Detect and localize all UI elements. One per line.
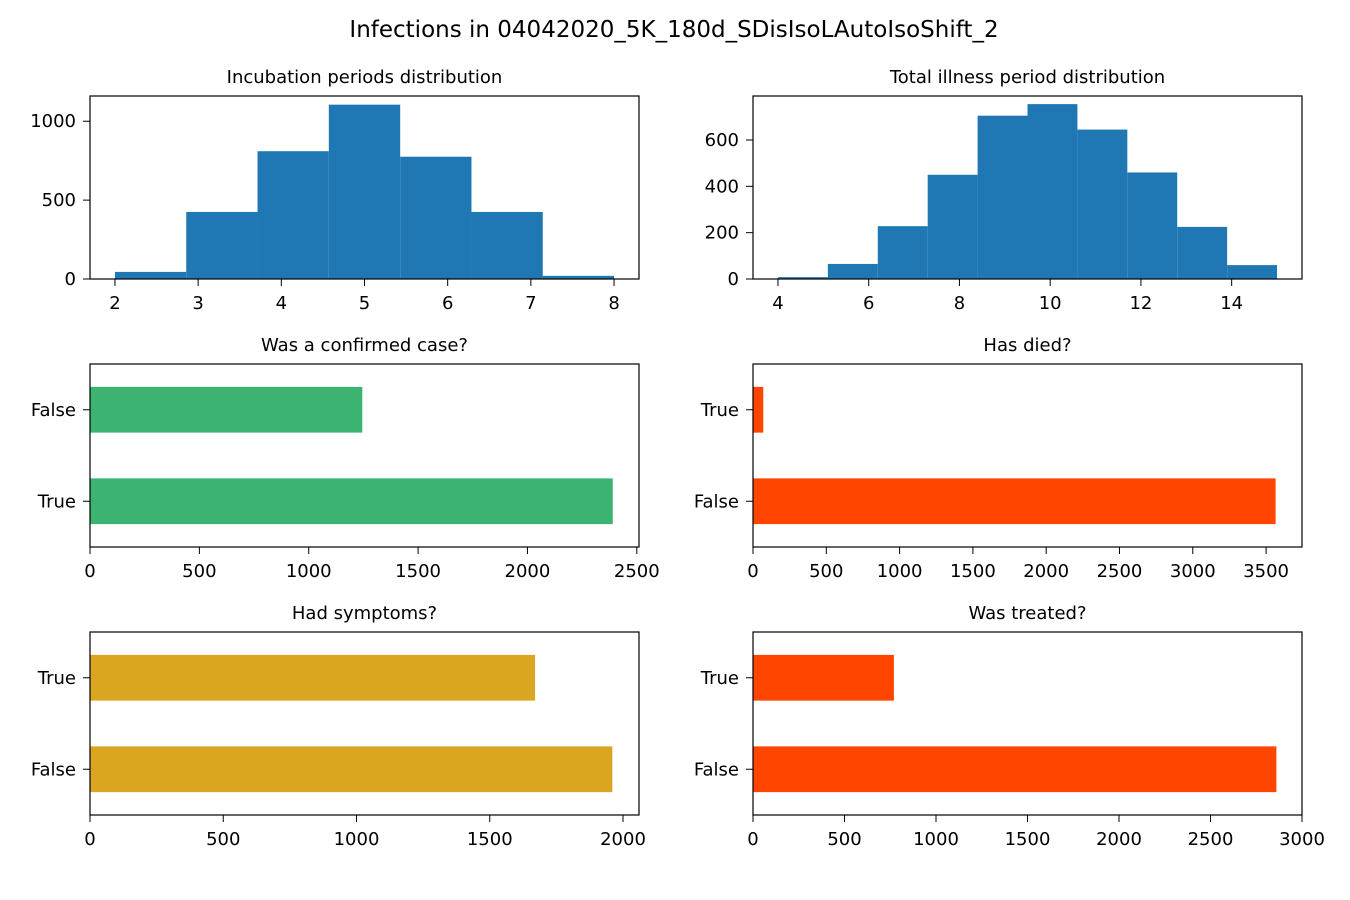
- x-tick-label: 2000: [505, 561, 551, 582]
- x-tick-label: 12: [1129, 293, 1152, 314]
- histogram-bar: [400, 156, 472, 279]
- axes-frame: [89, 363, 640, 548]
- histogram-bar: [1227, 265, 1278, 279]
- x-tick-label: 3000: [1170, 561, 1216, 582]
- category-label: True: [37, 491, 76, 512]
- x-tick-label: 0: [747, 829, 758, 850]
- x-tick-label: 500: [809, 561, 843, 582]
- x-tick-label: 1500: [1005, 829, 1051, 850]
- bar-false: [753, 478, 1276, 525]
- category-label: False: [694, 491, 739, 512]
- x-tick-label: 2000: [1096, 829, 1142, 850]
- axes-frame: [752, 95, 1303, 280]
- x-tick-label: 8: [608, 293, 619, 314]
- bar-false: [90, 386, 363, 433]
- category-label: False: [694, 759, 739, 780]
- x-tick-label: 1500: [395, 561, 441, 582]
- histogram-bar: [1177, 226, 1228, 279]
- x-tick-label: 4: [276, 293, 287, 314]
- axes-frame: [89, 631, 640, 816]
- x-tick-label: 10: [1039, 293, 1062, 314]
- category-label: True: [700, 668, 739, 689]
- bar-true: [753, 386, 764, 433]
- x-tick-label: 2500: [614, 561, 660, 582]
- chart-panel-1: Incubation periods distribution 2 3 4 5 6 7 8 0 5…: [30, 67, 640, 314]
- x-tick-label: 4: [772, 293, 783, 314]
- x-tick-label: 3: [192, 293, 203, 314]
- category-label: True: [37, 668, 76, 689]
- x-tick-label: 14: [1220, 293, 1243, 314]
- bar-true: [753, 654, 894, 701]
- x-tick-label: 6: [442, 293, 453, 314]
- x-tick-label: 2000: [1023, 561, 1069, 582]
- x-tick-label: 7: [525, 293, 536, 314]
- x-tick-label: 0: [84, 829, 95, 850]
- bar-true: [90, 478, 613, 525]
- y-tick-label: 200: [705, 223, 739, 244]
- histogram-bar: [927, 174, 978, 279]
- category-label: False: [31, 400, 76, 421]
- figure-title: Infections in 04042020_5K_180d_SDisIsoLA…: [349, 17, 998, 43]
- histogram-bar: [114, 271, 187, 279]
- x-tick-label: 5: [359, 293, 370, 314]
- y-tick-label: 500: [42, 190, 76, 211]
- histogram-bar: [1127, 172, 1178, 279]
- histogram-bar: [186, 211, 258, 279]
- x-tick-label: 1500: [950, 561, 996, 582]
- x-tick-label: 0: [84, 561, 95, 582]
- x-tick-label: 500: [206, 829, 240, 850]
- axes-frame: [752, 631, 1303, 816]
- chart-panel-3: Was a confirmed case? True False 0 500 1000 15…: [31, 335, 660, 582]
- y-tick-label: 0: [728, 269, 739, 290]
- bar-true: [90, 654, 536, 701]
- category-label: True: [700, 400, 739, 421]
- chart-panel-2: Total illness period distribution 4 6 8 10 12…: [705, 67, 1303, 314]
- histogram-bar: [977, 115, 1028, 279]
- histogram-bar: [328, 104, 401, 279]
- histogram-bar: [1077, 129, 1128, 279]
- axes-frame: [89, 95, 640, 280]
- x-tick-label: 0: [747, 561, 758, 582]
- x-tick-label: 1000: [334, 829, 380, 850]
- y-tick-label: 0: [65, 269, 76, 290]
- x-tick-label: 8: [954, 293, 965, 314]
- x-tick-label: 2: [109, 293, 120, 314]
- chart-panel-5: Had symptoms? False True 0 500 1000 1500 2000: [31, 603, 646, 850]
- panel-title: Has died?: [983, 335, 1071, 356]
- histogram-bar: [257, 151, 329, 279]
- panel-title: Was a confirmed case?: [261, 335, 468, 356]
- panel-title: Total illness period distribution: [889, 67, 1165, 88]
- x-tick-label: 500: [827, 829, 861, 850]
- x-tick-label: 1500: [467, 829, 513, 850]
- x-tick-label: 2500: [1188, 829, 1234, 850]
- y-tick-label: 400: [705, 176, 739, 197]
- x-tick-label: 3500: [1243, 561, 1289, 582]
- histogram-bar: [471, 211, 543, 279]
- panel-title: Was treated?: [968, 603, 1086, 624]
- histogram-bar: [542, 275, 615, 279]
- x-tick-label: 3000: [1279, 829, 1325, 850]
- chart-panel-6: Was treated? False True 0 500 1000 1500 2000 250…: [694, 603, 1325, 850]
- bar-false: [753, 746, 1277, 793]
- panel-title: Had symptoms?: [292, 603, 437, 624]
- chart-panel-4: Has died? False True 0 500 1000 1500 2000 2500 30…: [694, 335, 1303, 582]
- histogram-bar: [827, 263, 878, 279]
- panel-title: Incubation periods distribution: [227, 67, 503, 88]
- x-tick-label: 1000: [286, 561, 332, 582]
- x-tick-label: 500: [182, 561, 216, 582]
- bar-false: [90, 746, 613, 793]
- histogram-bar: [1027, 104, 1078, 279]
- x-tick-label: 2500: [1097, 561, 1143, 582]
- histogram-bar: [777, 277, 828, 279]
- y-tick-label: 600: [705, 130, 739, 151]
- category-label: False: [31, 759, 76, 780]
- x-tick-label: 2000: [600, 829, 646, 850]
- axes-frame: [752, 363, 1303, 548]
- x-tick-label: 1000: [913, 829, 959, 850]
- x-tick-label: 6: [863, 293, 874, 314]
- histogram-bar: [877, 226, 928, 279]
- x-tick-label: 1000: [877, 561, 923, 582]
- y-tick-label: 1000: [30, 111, 76, 132]
